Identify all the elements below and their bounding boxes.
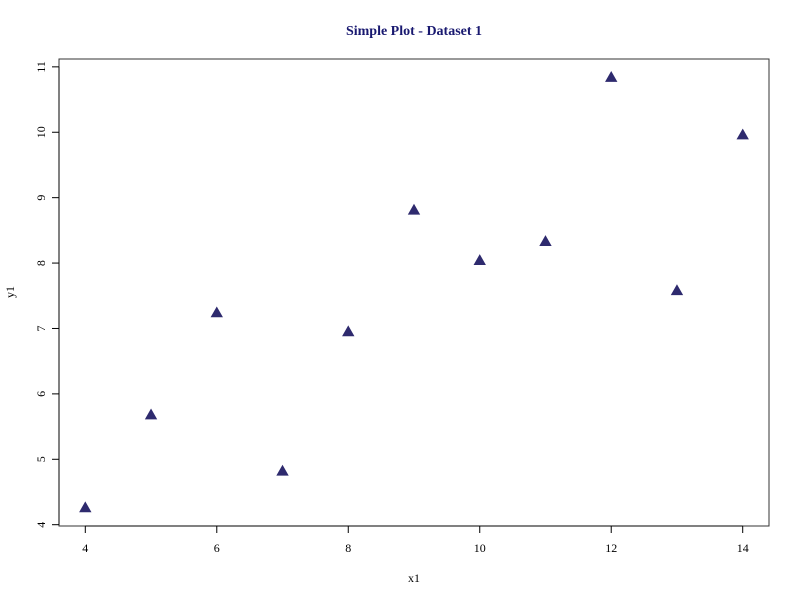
- data-point-triangle: [79, 501, 92, 513]
- data-point-triangle: [210, 306, 223, 318]
- y-tick-label: 7: [34, 325, 48, 331]
- x-tick-label: 4: [82, 541, 88, 555]
- data-point-triangle: [605, 71, 618, 82]
- data-point-triangle: [342, 325, 355, 337]
- y-tick-label: 11: [34, 61, 48, 73]
- y-tick-label: 4: [34, 522, 48, 528]
- x-axis: 4 6 8 10 12 14: [82, 525, 749, 555]
- x-tick-label: 12: [605, 541, 617, 555]
- y-tick-label: 10: [34, 126, 48, 138]
- y-tick-label: 6: [34, 391, 48, 397]
- x-tick-label: 10: [474, 541, 486, 555]
- data-point-triangle: [276, 464, 289, 476]
- x-tick-label: 6: [214, 541, 220, 555]
- x-tick-label: 8: [345, 541, 351, 555]
- chart-title: Simple Plot - Dataset 1: [346, 24, 482, 39]
- y-axis-label: y1: [3, 286, 17, 298]
- data-point-triangle: [539, 235, 552, 247]
- y-axis: 4 5 6 7 8 9 10 11: [34, 61, 60, 528]
- x-tick-label: 14: [737, 541, 749, 555]
- data-point-triangle: [736, 128, 749, 140]
- x-axis-label: x1: [408, 571, 420, 585]
- data-point-triangle: [144, 408, 158, 420]
- y-tick-label: 9: [34, 195, 48, 201]
- data-point-triangle: [473, 254, 486, 265]
- data-points: [79, 71, 749, 513]
- plot-area-frame: [58, 58, 770, 527]
- y-tick-label: 5: [34, 456, 48, 462]
- data-point-triangle: [407, 203, 421, 215]
- data-point-triangle: [670, 284, 684, 296]
- y-tick-label: 8: [34, 260, 48, 266]
